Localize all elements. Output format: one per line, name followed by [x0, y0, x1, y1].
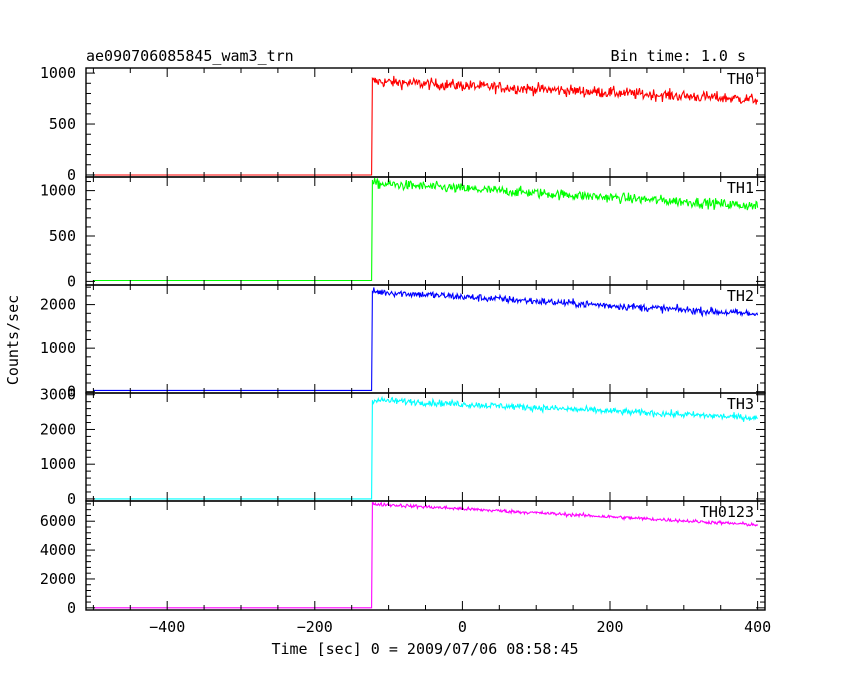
y-tick-label: 0 — [67, 599, 76, 617]
x-tick-label: −200 — [297, 618, 333, 636]
y-tick-label: 0 — [67, 166, 76, 184]
panel-frame — [85, 284, 766, 394]
panel-th0: 0 500 1000 TH0 — [40, 64, 766, 184]
panel-label: TH0123 — [700, 503, 754, 521]
panel-frame — [85, 176, 766, 286]
y-tick-label: 4000 — [40, 541, 76, 559]
y-tick-label: 2000 — [40, 570, 76, 588]
y-tick-label: 0 — [67, 272, 76, 290]
y-axis-label: Counts/sec — [4, 295, 22, 385]
panel-th0123: 0 2000 4000 6000 TH0123 — [40, 500, 766, 617]
x-tick-label: −400 — [149, 618, 185, 636]
y-tick-label: 1000 — [40, 339, 76, 357]
panel-th3: 0 1000 2000 3000 TH3 — [40, 386, 766, 508]
y-tick-label: 1000 — [40, 455, 76, 473]
panel-frame — [85, 392, 766, 502]
series-line-th2 — [93, 287, 759, 391]
y-tick-label: 0 — [67, 383, 76, 401]
x-axis-label: Time [sec] 0 = 2009/07/06 08:58:45 — [271, 640, 578, 658]
y-tick-label: 6000 — [40, 512, 76, 530]
y-tick-label: 2000 — [40, 420, 76, 438]
panel-label: TH0 — [727, 70, 754, 88]
panel-th2: 0 1000 2000 TH2 — [40, 284, 766, 401]
panel-label: TH2 — [727, 287, 754, 305]
series-line-th1 — [93, 177, 759, 282]
panel-th1: 0 500 1000 TH1 — [40, 176, 766, 290]
x-tick-label: 400 — [744, 618, 771, 636]
bin-time-label: Bin time: 1.0 s — [611, 47, 746, 65]
chart-title: ae090706085845_wam3_trn — [86, 47, 294, 65]
y-tick-label: 2000 — [40, 296, 76, 314]
series-line-th0123 — [93, 501, 759, 609]
x-tick-label: 0 — [458, 618, 467, 636]
panel-label: TH1 — [727, 179, 754, 197]
panel-label: TH3 — [727, 395, 754, 413]
y-tick-label: 1000 — [40, 64, 76, 82]
y-tick-label: 500 — [49, 227, 76, 245]
series-line-th3 — [93, 395, 758, 500]
y-tick-label: 500 — [49, 115, 76, 133]
y-tick-label: 3000 — [40, 386, 76, 404]
y-tick-label: 0 — [67, 490, 76, 508]
series-line-th0 — [93, 75, 759, 176]
panel-frame — [85, 500, 766, 611]
x-tick-label: 200 — [596, 618, 623, 636]
y-tick-label: 1000 — [40, 182, 76, 200]
